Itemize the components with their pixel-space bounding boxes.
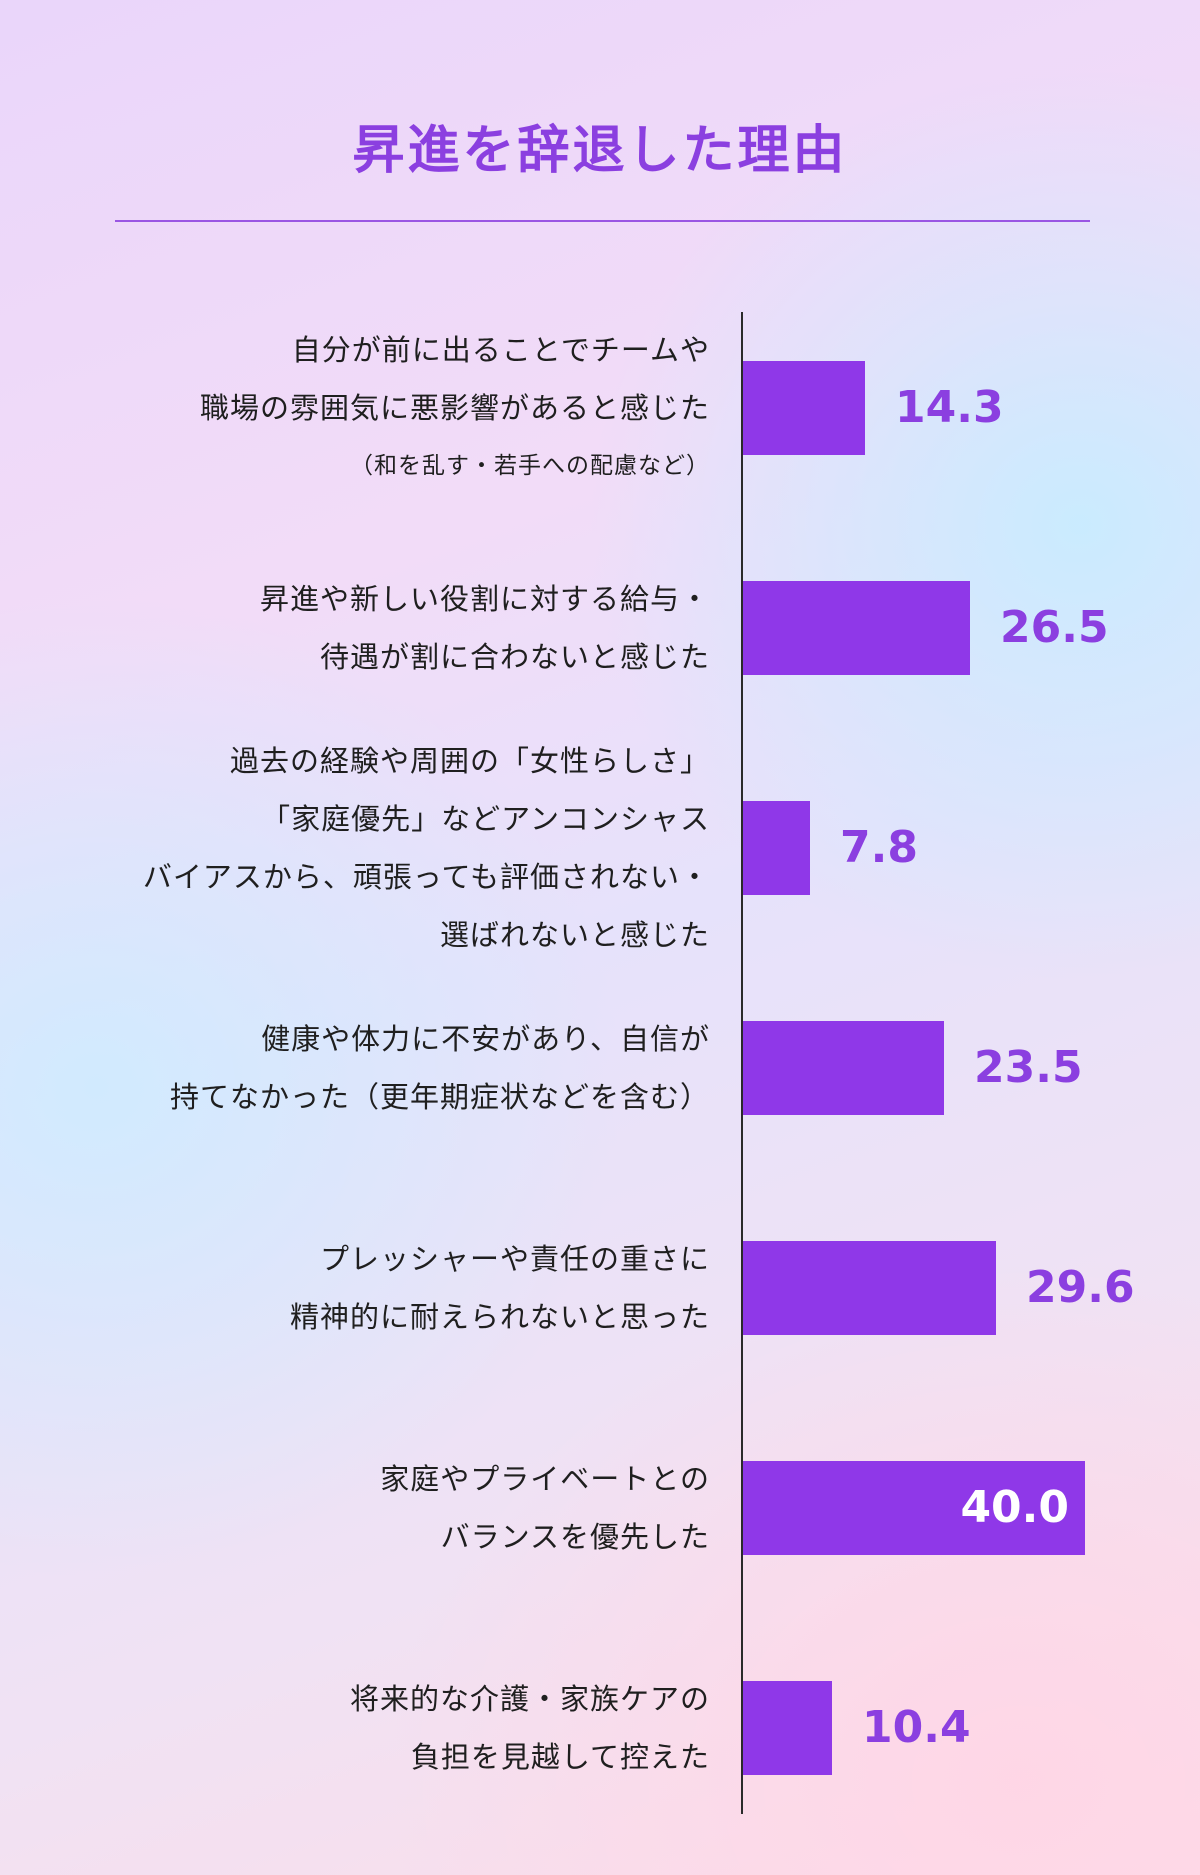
category-label-5: プレッシャーや責任の重さに精神的に耐えられないと思った <box>70 1230 710 1346</box>
category-label-line: 精神的に耐えられないと思った <box>289 1300 710 1334</box>
value-label-3: 7.8 <box>840 822 918 873</box>
category-label-line: プレッシャーや責任の重さに <box>319 1242 710 1276</box>
category-label-line: 職場の雰囲気に悪影響があると感じた <box>199 391 710 425</box>
value-label-6: 40.0 <box>960 1482 1069 1533</box>
category-label-line: 家庭やプライベートとの <box>380 1462 710 1496</box>
category-label-line: （和を乱す・若手への配慮など） <box>350 453 710 479</box>
category-label-line: 選ばれないと感じた <box>439 918 710 952</box>
category-label-3: 過去の経験や周囲の「女性らしさ」「家庭優先」などアンコンシャスバイアスから、頑張… <box>70 732 710 964</box>
bar-1 <box>743 361 865 455</box>
value-label-1: 14.3 <box>895 382 1004 433</box>
category-label-7: 将来的な介護・家族ケアの負担を見越して控えた <box>70 1670 710 1786</box>
category-label-line: 将来的な介護・家族ケアの <box>349 1682 710 1716</box>
category-label-line: 待遇が割に合わないと感じた <box>319 640 710 674</box>
category-label-1: 自分が前に出ることでチームや職場の雰囲気に悪影響があると感じた （和を乱す・若手へ… <box>70 321 710 495</box>
category-label-line: 昇進や新しい役割に対する給与・ <box>259 582 710 616</box>
category-label-line: バランスを優先した <box>440 1520 710 1554</box>
bar-2 <box>743 581 970 675</box>
category-label-line: 自分が前に出ることでチームや <box>291 333 710 367</box>
category-label-line: 負担を見越して控えた <box>410 1740 710 1774</box>
bar-6 <box>743 1461 1085 1555</box>
value-label-7: 10.4 <box>862 1702 971 1753</box>
bar-7 <box>743 1681 832 1775</box>
category-axis-line <box>741 312 743 1814</box>
title-divider <box>115 220 1090 222</box>
chart-title: 昇進を辞退した理由 <box>352 121 848 181</box>
category-label-line: 「家庭優先」などアンコンシャス <box>261 802 710 836</box>
category-label-4: 健康や体力に不安があり、自信が持てなかった（更年期症状などを含む） <box>70 1010 710 1126</box>
bar-4 <box>743 1021 944 1115</box>
category-label-6: 家庭やプライベートとのバランスを優先した <box>70 1450 710 1566</box>
bar-3 <box>743 801 810 895</box>
category-label-2: 昇進や新しい役割に対する給与・待遇が割に合わないと感じた <box>70 570 710 686</box>
value-label-4: 23.5 <box>974 1042 1083 1093</box>
value-label-2: 26.5 <box>1000 602 1109 653</box>
category-label-line: 健康や体力に不安があり、自信が <box>261 1022 710 1056</box>
value-label-5: 29.6 <box>1026 1262 1135 1313</box>
bar-5 <box>743 1241 996 1335</box>
category-label-line: 過去の経験や周囲の「女性らしさ」 <box>229 744 710 778</box>
category-label-line: 持てなかった（更年期症状などを含む） <box>169 1080 710 1114</box>
category-label-line: バイアスから、頑張っても評価されない・ <box>142 860 710 894</box>
